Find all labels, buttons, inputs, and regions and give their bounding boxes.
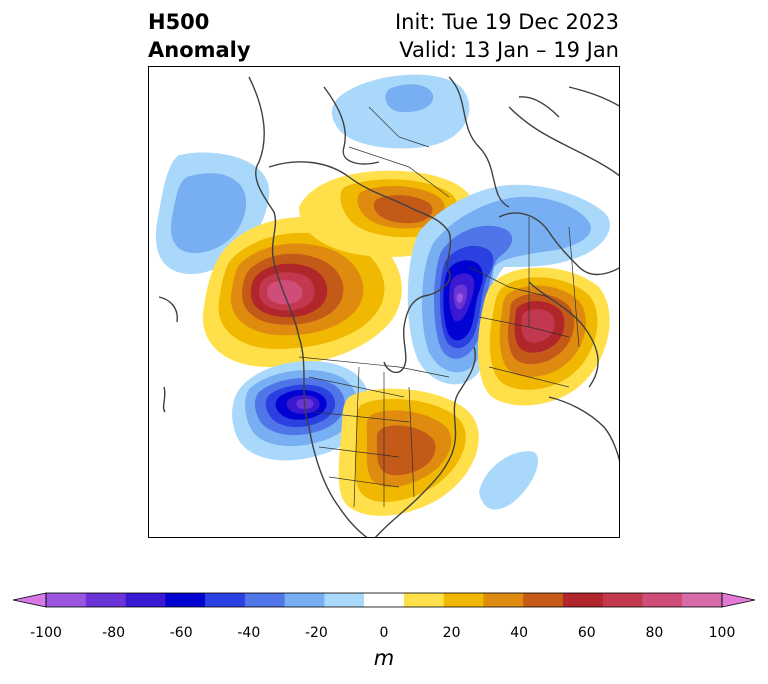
colorbar-tick-label: 100 (708, 625, 736, 641)
anomaly-center-asia-ridge (477, 267, 610, 406)
colorbar-segments (46, 593, 723, 607)
colorbar-segment (244, 593, 285, 607)
colorbar-tick-label: -80 (102, 625, 126, 641)
anomaly-center-alaska-ridge (202, 217, 402, 367)
init-date: Init: Tue 19 Dec 2023 (394, 10, 619, 34)
colorbar-tick-label: -40 (237, 625, 261, 641)
colorbar-segment (562, 593, 603, 607)
colorbar-unit: m (373, 646, 395, 670)
colorbar-segment (364, 593, 405, 607)
colorbar-segment (284, 593, 325, 607)
colorbar-segment (46, 593, 87, 607)
anomaly-center-atlantic-trough (479, 451, 539, 510)
coastlines (158, 76, 619, 537)
map-title: H500 Anomaly (148, 8, 251, 64)
colorbar-tick-label: -60 (169, 625, 193, 641)
title-variable: H500 (148, 10, 210, 34)
colorbar-segment (205, 593, 246, 607)
anomaly-field (155, 74, 610, 516)
colorbar-segment (602, 593, 643, 607)
map-dates: Init: Tue 19 Dec 2023 Valid: 13 Jan – 19… (395, 8, 619, 64)
colorbar-frame (45, 592, 723, 608)
colorbar-tick-label: 60 (577, 625, 596, 641)
colorbar-max-extend (721, 592, 756, 608)
colorbar-segment (682, 593, 723, 607)
anomaly-center-east-us-ridge (338, 388, 479, 516)
colorbar-min-extend (12, 592, 47, 608)
anomaly-map (148, 66, 620, 538)
title-field: Anomaly (148, 38, 251, 62)
colorbar-tick-label: -100 (30, 625, 62, 641)
colorbar-tick-label: 80 (645, 625, 664, 641)
colorbar-segment (125, 593, 166, 607)
colorbar-segment (165, 593, 206, 607)
anomaly-center-arctic-trough (331, 74, 470, 149)
anomaly-center-europe-trough (407, 184, 610, 385)
map-canvas (155, 74, 619, 537)
valid-range: Valid: 13 Jan – 19 Jan (399, 38, 619, 62)
colorbar-segment (523, 593, 564, 607)
colorbar-segment (642, 593, 683, 607)
colorbar-segment (443, 593, 484, 607)
colorbar-segment (85, 593, 126, 607)
colorbar-tick-label: 40 (510, 625, 529, 641)
colorbar-segment (324, 593, 365, 607)
colorbar-tick-label: 0 (379, 625, 389, 641)
colorbar (12, 592, 756, 608)
colorbar-segment (483, 593, 524, 607)
anomaly-center-west-us-trough (232, 360, 370, 461)
colorbar-tick-label: -20 (304, 625, 328, 641)
colorbar-tick-label: 20 (442, 625, 461, 641)
colorbar-segment (403, 593, 444, 607)
boundaries (298, 106, 580, 508)
